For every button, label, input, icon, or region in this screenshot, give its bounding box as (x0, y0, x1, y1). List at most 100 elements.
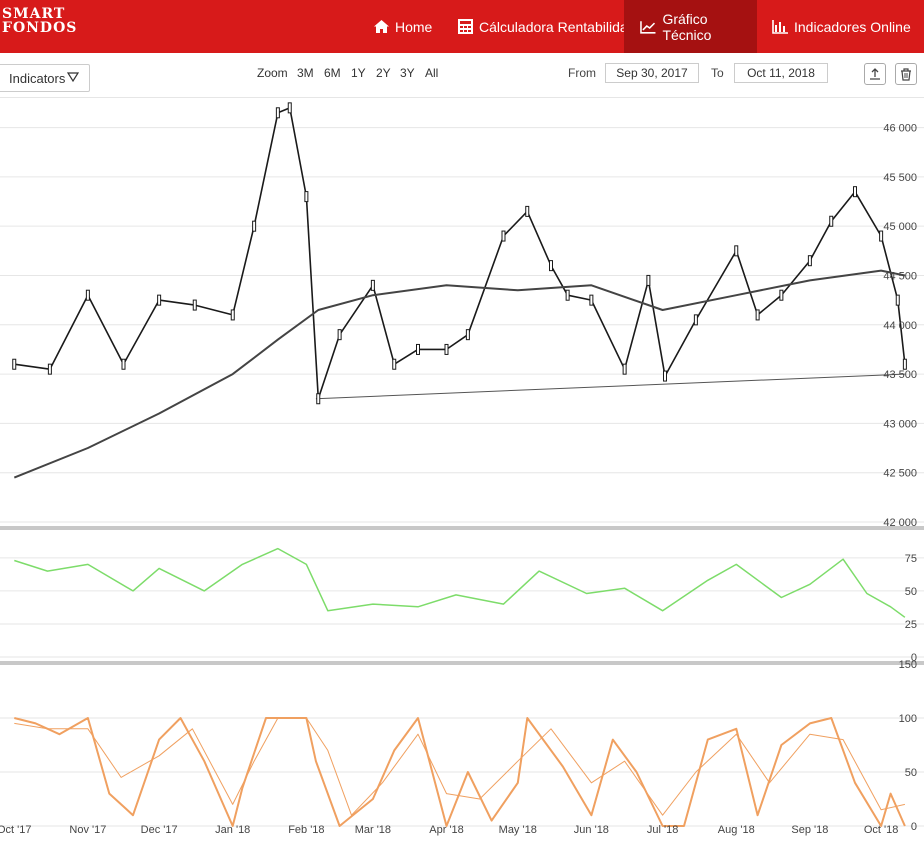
zoom-all-button[interactable]: All (425, 66, 439, 80)
y-tick-label: 46 000 (883, 123, 917, 135)
export-button[interactable] (864, 63, 886, 85)
candle (157, 294, 162, 306)
x-tick-label: Oct '17 (0, 824, 32, 836)
y-tick-label: 100 (899, 713, 917, 725)
chevron-down-icon (67, 72, 79, 83)
x-tick-label: Apr '18 (429, 824, 464, 836)
x-tick-label: May '18 (499, 824, 537, 836)
zoom-3y-button[interactable]: 3Y (400, 66, 415, 80)
candle (275, 107, 280, 119)
candle (853, 186, 857, 198)
from-label: From (568, 66, 596, 80)
candle (85, 289, 90, 301)
y-tick-label: 25 (905, 619, 917, 631)
series-line-1-0 (14, 547, 906, 618)
x-tick-label: Sep '18 (791, 824, 828, 836)
candle (622, 363, 627, 375)
brand-line1: SMART (2, 6, 66, 22)
candle (416, 343, 420, 355)
zoom-1y-button[interactable]: 1Y (351, 66, 366, 80)
candle (663, 370, 667, 382)
bar-chart-icon (772, 19, 788, 34)
nav-item-indicators-online[interactable]: Indicadores Online (772, 0, 911, 53)
y-tick-label: 45 500 (883, 172, 917, 184)
x-tick-label: Mar '18 (355, 824, 391, 836)
y-tick-label: 150 (899, 659, 917, 671)
candle (230, 309, 235, 321)
x-tick-label: Dec '17 (141, 824, 178, 836)
candle (755, 309, 760, 321)
candle (646, 274, 651, 286)
nav-item-technical-chart[interactable]: Gráfico Técnico (624, 0, 757, 53)
candle (444, 343, 449, 355)
y-tick-label: 0 (911, 652, 917, 664)
line-chart-icon (640, 20, 656, 34)
upload-icon (870, 68, 880, 80)
x-tick-label: Oct '18 (864, 824, 899, 836)
candle (392, 358, 397, 370)
technical-chart[interactable]: 42 000 42 500 43 000 43 500 44 000 44 500 45 0… (0, 98, 924, 857)
nav-item-home[interactable]: Home (374, 0, 432, 53)
x-tick-label: Nov '17 (69, 824, 106, 836)
to-label: To (711, 66, 724, 80)
indicators-dropdown[interactable]: Indicators (0, 64, 90, 92)
brand-line2: FONDOS (2, 20, 78, 36)
y-tick-label: 75 (905, 553, 917, 565)
candle (287, 102, 292, 114)
candle (734, 245, 739, 257)
x-tick-label: Jun '18 (574, 824, 609, 836)
candle (501, 230, 506, 242)
candle (370, 279, 375, 291)
candle (902, 358, 907, 370)
candle (12, 358, 17, 370)
home-icon (374, 20, 389, 33)
y-tick-label: 43 000 (883, 418, 917, 430)
candle (192, 299, 197, 311)
to-date-input[interactable]: Oct 11, 2018 (734, 63, 828, 83)
series-line-0-0 (14, 107, 906, 400)
y-tick-label: 42 500 (883, 468, 917, 480)
candle (465, 329, 470, 341)
brand-logo[interactable]: SMART FONDOS (2, 7, 77, 35)
y-tick-label: 44 500 (883, 270, 917, 282)
candle (525, 205, 530, 217)
candle (252, 220, 257, 232)
y-tick-label: 44 000 (883, 320, 917, 332)
y-tick-label: 45 000 (883, 221, 917, 233)
zoom-6m-button[interactable]: 6M (324, 66, 341, 80)
candle (589, 294, 594, 306)
zoom-3m-button[interactable]: 3M (297, 66, 314, 80)
candle (807, 255, 812, 267)
series-line-2-1 (14, 717, 906, 816)
candle (316, 393, 321, 405)
trash-icon (901, 67, 911, 81)
x-tick-label: Jan '18 (215, 824, 250, 836)
series-line-0-1 (13, 269, 906, 479)
candle (549, 260, 553, 272)
series-line-0-2 (315, 373, 905, 400)
y-tick-label: 50 (905, 586, 917, 598)
candle (693, 314, 698, 326)
candle (895, 294, 900, 306)
zoom-2y-button[interactable]: 2Y (376, 66, 391, 80)
from-date-input[interactable]: Sep 30, 2017 (605, 63, 699, 83)
panel-separator (0, 661, 924, 665)
nav-label-calculator: Cálculadora Rentabilidad (479, 18, 636, 35)
candle (879, 230, 884, 242)
candle (565, 289, 570, 301)
nav-item-calculator[interactable]: Cálculadora Rentabilidad (458, 0, 635, 53)
candle (779, 289, 784, 301)
y-tick-label: 50 (905, 767, 917, 779)
series-line-2-0 (14, 717, 906, 827)
candle (121, 358, 126, 370)
delete-button[interactable] (895, 63, 917, 85)
chart-toolbar: Indicators Zoom 3M 6M 1Y 2Y 3Y All From … (0, 53, 924, 98)
candle (47, 363, 52, 375)
y-tick-label: 0 (911, 821, 917, 833)
nav-label-technical-chart: Gráfico Técnico (662, 10, 712, 43)
calculator-icon (458, 19, 473, 34)
candle (829, 215, 834, 227)
indicators-label: Indicators (9, 70, 66, 86)
nav-label-home: Home (395, 18, 433, 35)
header-bar: SMART FONDOS Home Cálculadora Rentabilid… (0, 0, 924, 53)
